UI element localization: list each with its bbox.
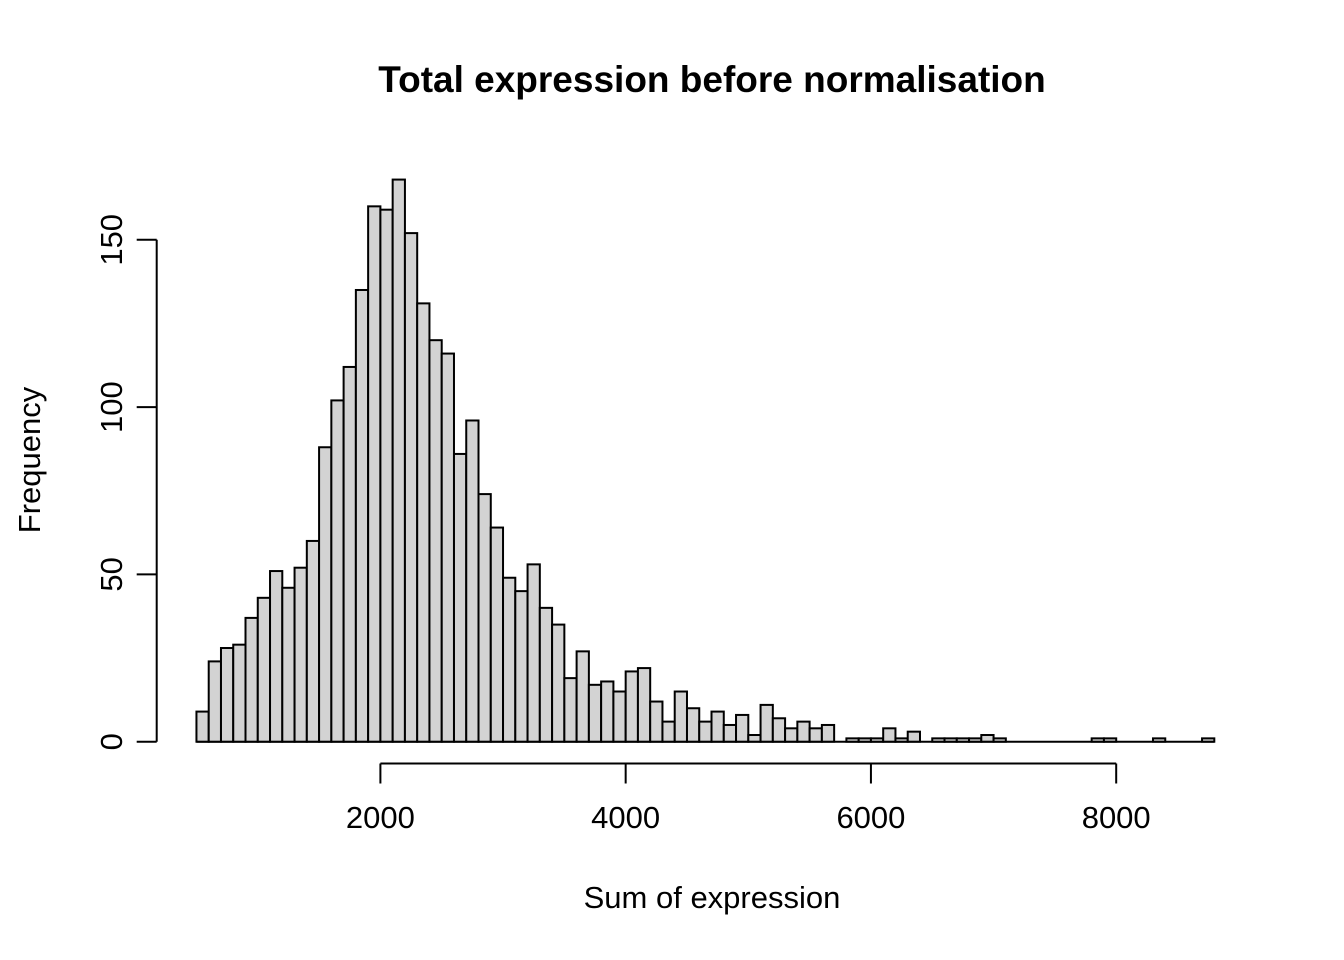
histogram-bar [624,670,639,743]
x-tick-label: 2000 [346,800,415,835]
y-tick-label: 100 [94,381,129,433]
histogram-bar [256,596,272,743]
x-tick-label: 8000 [1082,800,1151,835]
histogram-bar [894,737,909,743]
histogram-bar [968,737,983,743]
histogram-bar [281,586,296,743]
histogram-bar [305,539,321,743]
histogram-bar [955,737,971,743]
histogram-bar [269,570,284,743]
histogram-bar [845,737,860,743]
histogram-bar [796,720,811,743]
histogram-bar [465,419,480,743]
histogram-bar [502,576,517,743]
histogram-bar [722,723,738,743]
histogram-bar [882,727,897,743]
histogram-bar [857,737,872,743]
histogram-bar [514,590,529,743]
histogram-bar [759,703,774,743]
histogram-bar [735,713,750,743]
histogram-bar [244,616,259,743]
histogram-bar [354,288,370,743]
histogram-bar [673,690,688,743]
histogram-bar [1151,737,1167,743]
bars-group [195,178,1216,743]
histogram-bar [992,737,1007,743]
histogram-bar [207,660,222,743]
histogram-bar [980,734,995,743]
histogram-bar [710,710,725,743]
histogram-bar [1201,737,1216,743]
histogram-bar [869,737,885,743]
histogram-bar [232,643,247,743]
histogram-bar [943,737,958,743]
histogram-bar [1090,737,1105,743]
histogram-bar [612,690,627,743]
y-axis-label: Frequency [12,386,47,533]
histogram-bar [587,683,603,743]
histogram-bar [661,720,676,743]
histogram-bar [379,208,394,743]
histogram-bar [563,677,578,743]
histogram-bar [600,680,615,743]
histogram-bar [416,302,431,743]
histogram-bar [1102,737,1118,743]
histogram-bar [808,727,823,743]
histogram-bar [649,700,664,743]
histogram-bar [931,737,946,743]
histogram-bar [391,178,406,743]
histogram-bar [526,563,541,743]
histogram-bar [906,730,921,743]
histogram-bar [293,566,308,743]
histogram-bar [477,493,492,743]
histogram-bar [428,339,443,743]
histogram-bar [489,526,505,743]
histogram-bar [538,606,554,743]
histogram-bar [771,717,787,743]
histogram-bar [784,727,799,743]
histogram-bar [440,352,455,743]
histogram-bar [219,647,235,743]
y-tick-label: 50 [94,557,129,591]
y-axis: 0 50 100 150 [94,214,158,750]
y-tick-label: 150 [94,214,129,266]
histogram-bar [747,734,762,743]
y-tick-label: 0 [94,733,129,750]
x-tick-label: 6000 [836,800,905,835]
histogram-bar [330,399,345,743]
histogram-bar [698,720,713,743]
histogram-bar [367,205,382,743]
x-axis: 2000 4000 6000 8000 [346,762,1151,835]
histogram-bar [342,365,357,743]
histogram-bar [403,232,419,743]
histogram-bar [195,710,210,743]
x-tick-label: 4000 [591,800,660,835]
x-axis-label: Sum of expression [584,880,841,915]
histogram-bar [452,452,468,743]
chart-title: Total expression before normalisation [378,59,1046,100]
histogram-bar [318,446,333,743]
histogram-bar [551,623,566,743]
histogram-bar [820,723,836,743]
histogram-bar [575,650,590,743]
histogram-bar [636,667,652,743]
histogram-bar [685,707,701,743]
